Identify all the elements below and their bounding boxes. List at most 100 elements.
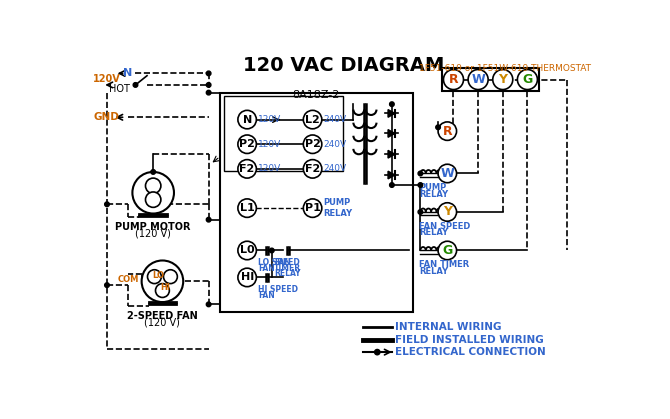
Text: L2: L2 (306, 114, 320, 124)
Text: LO SPEED: LO SPEED (258, 258, 299, 267)
Text: FAN: FAN (258, 290, 275, 300)
Circle shape (238, 199, 257, 217)
Circle shape (133, 172, 174, 214)
Text: R: R (442, 124, 452, 137)
Circle shape (206, 83, 211, 87)
Text: PUMP
RELAY: PUMP RELAY (324, 199, 352, 218)
Text: 120V: 120V (258, 164, 281, 173)
Text: L1: L1 (240, 203, 255, 213)
Circle shape (438, 241, 456, 260)
Text: 2-SPEED FAN: 2-SPEED FAN (127, 310, 198, 321)
Circle shape (105, 283, 109, 287)
Circle shape (438, 164, 456, 183)
Circle shape (206, 71, 211, 76)
Circle shape (147, 270, 161, 284)
Text: LO: LO (153, 271, 165, 279)
Text: PUMP MOTOR: PUMP MOTOR (115, 222, 191, 232)
Circle shape (418, 171, 423, 176)
Circle shape (105, 202, 109, 207)
Circle shape (468, 70, 488, 90)
Circle shape (145, 178, 161, 194)
Text: G: G (442, 244, 452, 257)
Text: TIMER: TIMER (274, 264, 302, 273)
Circle shape (304, 160, 322, 178)
Text: N: N (243, 114, 252, 124)
Text: 240V: 240V (324, 164, 346, 173)
Text: FIELD INSTALLED WIRING: FIELD INSTALLED WIRING (395, 335, 544, 345)
Polygon shape (388, 150, 395, 158)
Text: P2: P2 (305, 139, 320, 149)
Text: G: G (523, 73, 533, 86)
Bar (224, 96, 343, 171)
Text: PUMP: PUMP (419, 184, 446, 192)
Circle shape (304, 135, 322, 153)
Text: FAN: FAN (274, 258, 291, 267)
Text: Y: Y (498, 73, 507, 86)
Text: F2: F2 (239, 164, 255, 174)
Text: 120V: 120V (258, 115, 281, 124)
Text: 240V: 240V (324, 140, 346, 149)
Circle shape (238, 110, 257, 129)
Text: N: N (123, 68, 133, 78)
Bar (220, 93, 413, 312)
Text: INTERNAL WIRING: INTERNAL WIRING (395, 323, 501, 333)
Circle shape (238, 135, 257, 153)
Circle shape (304, 110, 322, 129)
Circle shape (438, 203, 456, 221)
Circle shape (145, 192, 161, 207)
Text: R: R (449, 73, 458, 86)
Circle shape (444, 70, 464, 90)
Circle shape (418, 210, 423, 214)
Text: (120 V): (120 V) (145, 318, 180, 328)
Circle shape (304, 199, 322, 217)
Circle shape (438, 122, 456, 140)
Text: P2: P2 (239, 139, 255, 149)
Text: ELECTRICAL CONNECTION: ELECTRICAL CONNECTION (395, 347, 545, 357)
Circle shape (517, 70, 537, 90)
Polygon shape (388, 129, 395, 137)
Text: 120V: 120V (93, 74, 121, 84)
Circle shape (151, 170, 155, 174)
Circle shape (206, 302, 211, 307)
Circle shape (238, 160, 257, 178)
Circle shape (375, 349, 380, 355)
Circle shape (389, 183, 394, 187)
Circle shape (492, 70, 513, 90)
Circle shape (163, 270, 178, 284)
Text: P1: P1 (305, 203, 320, 213)
Circle shape (238, 241, 257, 260)
Text: 120 VAC DIAGRAM: 120 VAC DIAGRAM (243, 57, 444, 75)
Polygon shape (388, 110, 395, 117)
Text: RELAY: RELAY (419, 228, 448, 237)
Circle shape (436, 125, 440, 129)
Text: FAN SPEED: FAN SPEED (419, 222, 470, 231)
Text: HI: HI (161, 283, 170, 292)
Circle shape (238, 268, 257, 287)
Polygon shape (388, 171, 395, 179)
Text: HOT: HOT (109, 84, 129, 94)
Text: RELAY: RELAY (419, 266, 448, 276)
Circle shape (206, 91, 211, 95)
Text: (120 V): (120 V) (135, 229, 171, 239)
Circle shape (141, 261, 183, 302)
Circle shape (206, 217, 211, 222)
Text: W: W (471, 73, 485, 86)
Text: F2: F2 (305, 164, 320, 174)
Text: Y: Y (443, 205, 452, 218)
Text: HI SPEED: HI SPEED (258, 285, 298, 294)
Text: GND: GND (93, 112, 119, 122)
Text: W: W (440, 167, 454, 180)
Text: L0: L0 (240, 246, 255, 256)
Circle shape (389, 102, 394, 106)
Circle shape (155, 284, 170, 297)
Text: FAN: FAN (258, 264, 275, 273)
Circle shape (418, 183, 423, 187)
Text: HI: HI (241, 272, 254, 282)
Text: 1F51-619 or 1F51W-619 THERMOSTAT: 1F51-619 or 1F51W-619 THERMOSTAT (419, 64, 591, 73)
Circle shape (269, 248, 274, 253)
Text: 240V: 240V (324, 115, 346, 124)
Text: RELAY: RELAY (419, 190, 448, 199)
Text: RELAY: RELAY (274, 269, 301, 278)
Bar (442, 68, 539, 91)
Text: 120V: 120V (258, 140, 281, 149)
